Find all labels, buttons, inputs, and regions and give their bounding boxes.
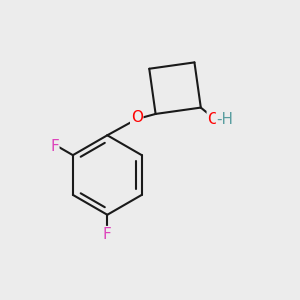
Text: O: O	[131, 110, 143, 125]
Text: F: F	[50, 139, 59, 154]
Text: O: O	[207, 112, 219, 127]
Text: F: F	[103, 226, 112, 242]
Text: -H: -H	[217, 112, 234, 127]
